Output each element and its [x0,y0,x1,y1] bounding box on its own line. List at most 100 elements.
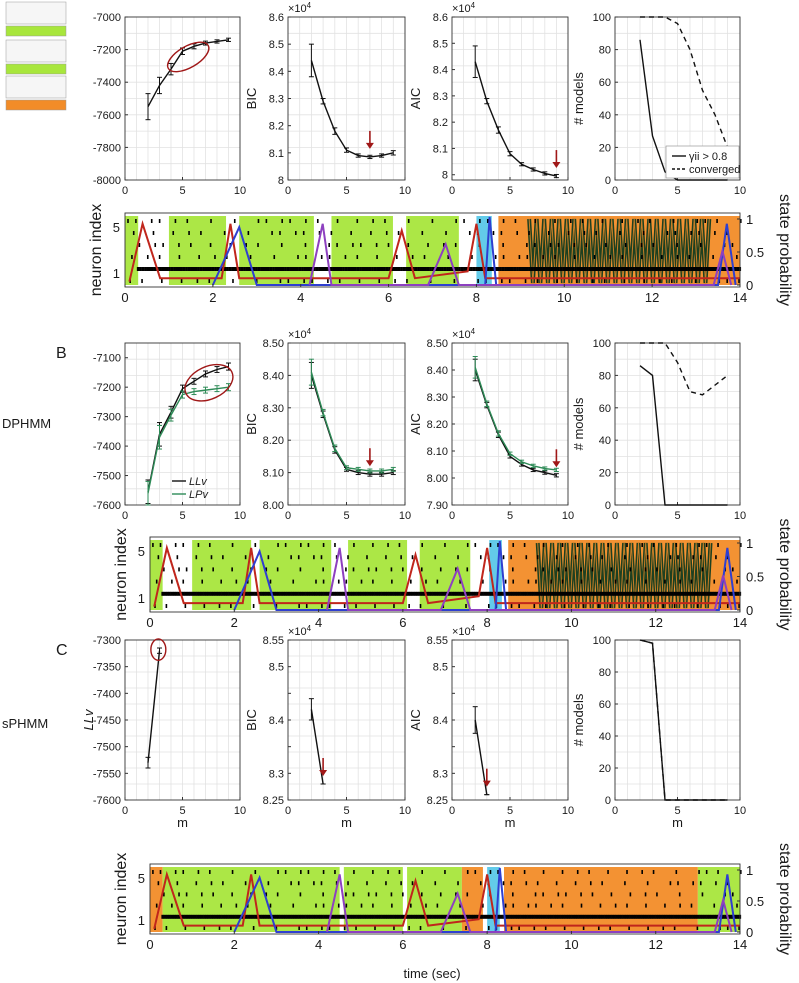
spike [434,881,437,886]
spike [627,914,630,919]
spike [729,914,732,919]
spike [200,231,202,235]
spike [171,579,173,584]
spike [304,243,307,247]
spike [591,567,594,572]
spike [709,267,713,271]
spike [392,267,396,271]
spike [560,914,563,919]
state-oscillation-alt [528,218,710,284]
spike [254,870,257,874]
spike [615,591,619,596]
series-line [474,61,557,177]
spike [627,591,630,596]
spike [592,914,596,919]
spike [703,591,707,596]
y-left-tick-label: 5 [138,871,145,886]
spike [212,892,214,897]
spike [698,870,700,874]
spike [267,555,270,560]
spike [656,567,658,572]
spike [646,267,650,271]
y-tick-label: 7.90 [427,500,448,512]
spike [372,591,375,596]
spike [702,267,705,271]
state-block-green [125,216,139,285]
spike [599,579,602,584]
spike [368,267,372,271]
spike [664,579,666,584]
spike [534,892,537,897]
x-tick-label: 5 [343,185,349,197]
spike [526,255,529,259]
selection-arrow-head [482,780,491,787]
spike [685,591,688,596]
spike [501,267,505,271]
spike [525,881,528,886]
spike [402,914,406,919]
spike [230,926,232,930]
spike [583,591,586,596]
spike [398,543,401,547]
spike [343,926,346,930]
spike [544,926,547,930]
spike [636,267,640,271]
spike [200,914,204,919]
spike [444,591,447,596]
y-axis-label: BIC [244,88,259,110]
spike [339,591,343,596]
spike [560,591,563,596]
x-tick-label: 0 [612,185,618,197]
spike [620,914,623,919]
spike [465,267,469,271]
spike [200,591,204,596]
spike [298,914,301,919]
x-tick-label: 10 [734,185,746,197]
spike [356,255,359,259]
x-tick-label: 0 [449,805,455,817]
spike [536,555,539,560]
spike [360,903,363,908]
y-tick-label: -7100 [93,353,121,365]
spike [228,591,232,596]
spike [529,591,533,596]
spike [216,267,220,271]
spike [535,579,537,584]
spike [182,267,186,271]
spike [453,279,456,283]
spike [277,870,279,874]
y-tick-label: 8.6 [433,12,448,24]
spike [648,591,651,596]
spike [439,892,442,897]
spike [586,267,589,271]
spike [190,243,192,247]
spike [662,591,665,596]
spike [488,914,491,919]
spike [738,604,740,608]
spike [246,579,249,584]
spike [573,591,577,596]
spike [289,219,291,223]
spike [564,591,568,596]
spike [152,543,154,547]
spike [322,267,326,271]
spike [421,267,425,271]
y-tick-label: 40 [599,731,611,743]
spike [152,231,155,235]
row-label-sphmm: sPHMM [2,716,48,731]
spike [162,243,164,247]
spike [478,591,482,596]
spike [512,903,515,908]
spike [321,604,323,608]
spike [504,914,508,919]
spike [499,591,503,596]
spike [731,243,734,247]
axis-exponent-power: 4 [471,624,476,633]
spike [291,267,295,271]
spike [657,914,660,919]
spike [542,543,545,547]
spike [628,604,630,608]
spike [219,591,222,596]
